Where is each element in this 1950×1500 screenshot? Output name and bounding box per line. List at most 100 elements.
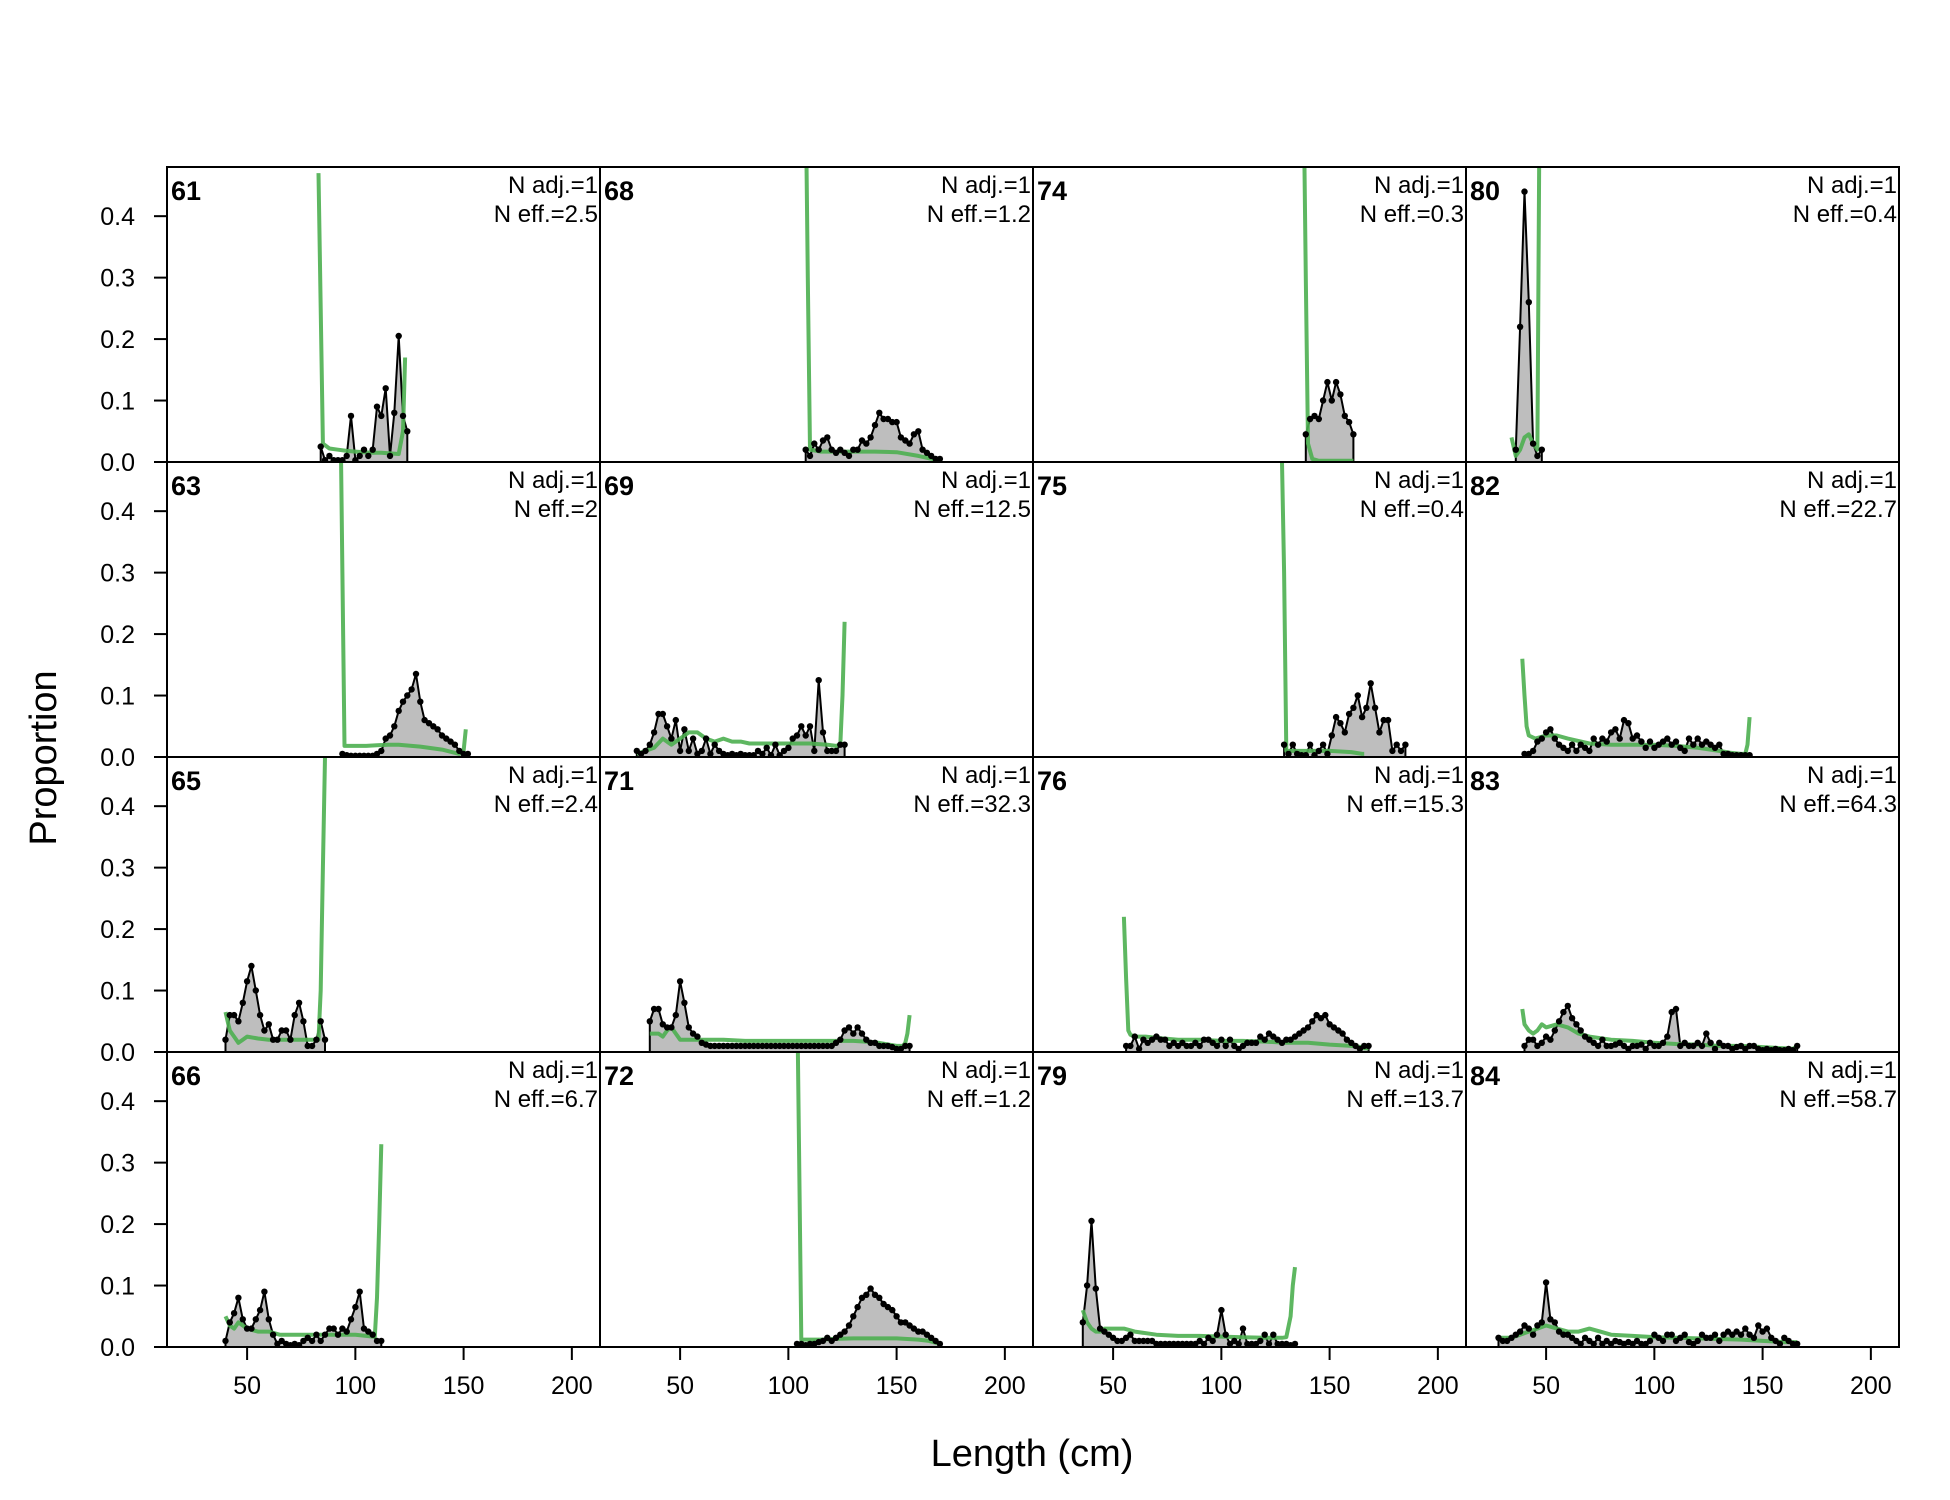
observed-point	[1703, 1030, 1710, 1037]
panel-label: 80	[1470, 176, 1500, 206]
observed-point	[1402, 741, 1409, 748]
observed-point	[915, 428, 922, 435]
observed-point	[681, 999, 688, 1006]
observed-point	[1302, 431, 1310, 438]
observed-point	[1380, 716, 1387, 724]
observed-point	[378, 412, 385, 420]
observed-point	[1235, 1340, 1242, 1347]
observed-point	[1337, 391, 1344, 398]
observed-point	[897, 1319, 905, 1326]
observed-point	[404, 428, 411, 435]
n-eff-label: N eff.=22.7	[1779, 496, 1897, 523]
panel-label: 84	[1470, 1061, 1500, 1091]
n-eff-label: N eff.=13.7	[1346, 1086, 1464, 1113]
observed-point	[854, 1303, 861, 1311]
observed-point	[871, 421, 879, 429]
observed-point	[1200, 1036, 1208, 1043]
panel-76: 76 N adj.=1N eff.=15.3	[1032, 756, 1467, 1053]
observed-point	[676, 978, 684, 985]
observed-point	[1755, 1322, 1762, 1329]
observed-point	[1127, 1042, 1134, 1050]
observed-point	[1776, 1340, 1784, 1347]
observed-point	[408, 686, 415, 693]
observed-point	[339, 457, 346, 462]
observed-point	[378, 1337, 385, 1345]
observed-point	[1638, 738, 1645, 745]
observed-point	[1707, 1039, 1714, 1047]
observed-point	[1551, 1319, 1559, 1326]
x-tick-label: 100	[767, 1372, 809, 1400]
observed-point	[1716, 1337, 1723, 1345]
n-adj-label: N adj.=1	[1807, 172, 1897, 199]
n-eff-label: N eff.=58.7	[1779, 1086, 1897, 1113]
observed-point	[1127, 1331, 1134, 1338]
observed-point	[451, 741, 459, 748]
y-tick-label: 0.2	[100, 916, 135, 944]
x-tick-label: 100	[334, 1372, 376, 1400]
observed-point	[1642, 1045, 1649, 1052]
n-adj-label: N adj.=1	[508, 172, 598, 199]
x-tick-label: 150	[1742, 1372, 1784, 1400]
observed-point	[1083, 1282, 1091, 1289]
n-adj-label: N adj.=1	[508, 467, 598, 494]
observed-point	[291, 1011, 298, 1019]
observed-point	[386, 452, 394, 460]
observed-point	[352, 1303, 359, 1311]
panel-plot-area	[167, 1144, 600, 1347]
expected-line	[636, 621, 847, 756]
observed-point	[811, 440, 818, 447]
observed-point	[391, 409, 398, 416]
observed-point	[261, 1288, 268, 1295]
observed-point	[317, 1337, 324, 1345]
expected-line	[223, 757, 327, 1045]
observed-point	[222, 1337, 229, 1345]
observed-point	[1088, 1217, 1095, 1225]
expected-line	[649, 1014, 912, 1048]
x-tick-label: 100	[1200, 1372, 1242, 1400]
observed-point	[663, 723, 671, 730]
observed-point	[399, 412, 407, 420]
panel-69: 69 N adj.=1N eff.=12.5	[599, 461, 1034, 758]
observed-point	[1309, 1018, 1316, 1025]
observed-point	[750, 752, 757, 757]
n-eff-label: N eff.=1.2	[927, 1086, 1031, 1113]
y-tick-label: 0.4	[100, 203, 135, 231]
y-tick-label: 0.0	[100, 449, 135, 477]
observed-point	[1521, 188, 1528, 195]
axes-layer: 0.00.10.20.30.40.00.10.20.30.40.00.10.20…	[100, 203, 1891, 1400]
x-axis: 50 100 150 200	[666, 1346, 1026, 1400]
observed-point	[832, 747, 840, 755]
panel-66: 66 N adj.=1N eff.=6.7	[166, 1051, 601, 1348]
observed-point	[1716, 741, 1723, 748]
observed-point	[1538, 1039, 1546, 1047]
observed-point	[811, 1042, 818, 1050]
observed-point	[1397, 747, 1405, 755]
observed-point	[845, 452, 853, 460]
expected-line	[1280, 462, 1365, 756]
observed-point	[1261, 1036, 1268, 1043]
observed-point	[1616, 735, 1623, 742]
observed-point	[261, 1027, 268, 1034]
observed-point	[1538, 446, 1546, 453]
x-tick-label: 50	[666, 1372, 694, 1400]
n-eff-label: N eff.=15.3	[1346, 791, 1464, 818]
n-adj-label: N adj.=1	[508, 1057, 598, 1084]
observed-point	[1529, 1331, 1537, 1338]
panel-84: 84 N adj.=1N eff.=58.7	[1465, 1051, 1900, 1348]
x-tick-label: 200	[1417, 1372, 1459, 1400]
n-eff-label: N eff.=0.3	[1360, 201, 1464, 228]
observed-point	[1590, 735, 1597, 742]
observed-point	[1337, 720, 1344, 727]
observed-point	[356, 1288, 363, 1295]
observed-point	[1568, 741, 1576, 748]
y-axis: 0.0 0.1 0.2 0.3 0.4	[100, 793, 168, 1067]
observed-point	[1794, 1340, 1801, 1347]
observed-point	[1350, 431, 1357, 438]
observed-point	[845, 1024, 853, 1031]
expected-line	[339, 462, 468, 756]
observed-point	[1646, 1337, 1654, 1345]
panel-plot-area	[167, 757, 600, 1052]
observed-point	[694, 1033, 701, 1040]
n-eff-label: N eff.=12.5	[913, 496, 1031, 523]
expected-line	[1302, 167, 1354, 462]
